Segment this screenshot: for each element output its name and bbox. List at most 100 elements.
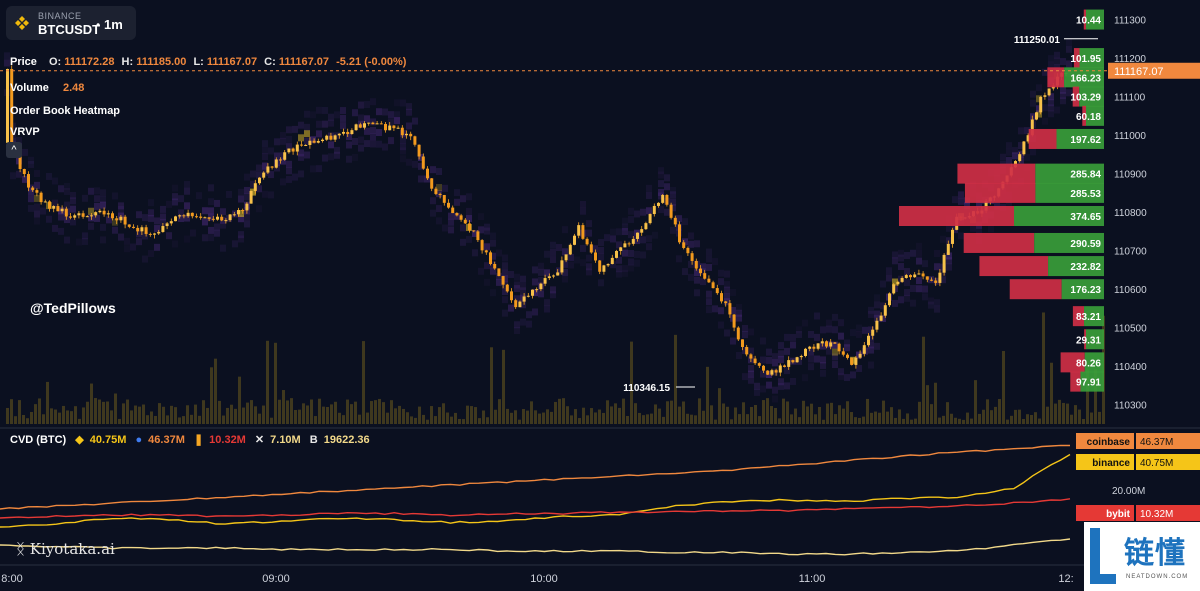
volume-bar (962, 419, 965, 424)
heatmap-cell (730, 288, 736, 296)
heatmap-cell (832, 341, 838, 349)
indicator-vrvp[interactable]: VRVP (10, 126, 40, 138)
heatmap-cell (448, 212, 454, 220)
heatmap-cell (34, 210, 40, 218)
candle-body (795, 357, 799, 363)
volume-bar (514, 410, 517, 424)
heatmap-cell (628, 207, 634, 215)
candle-body (77, 213, 81, 216)
candle-body (291, 148, 295, 152)
heatmap-cell (874, 294, 880, 302)
volume-bar (154, 415, 157, 424)
heatmap-cell (778, 342, 784, 350)
heatmap-cell (754, 388, 760, 396)
cvd-tag-value-bybit: 10.32M (1140, 509, 1173, 520)
heatmap-cell (1048, 55, 1054, 63)
volume-bar (314, 416, 317, 424)
heatmap-cell (58, 227, 64, 235)
heatmap-cell (796, 357, 802, 365)
candle-body (556, 272, 560, 276)
heatmap-cell (94, 195, 100, 203)
volume-bar (450, 416, 453, 424)
heatmap-cell (916, 249, 922, 257)
price-label: Price (10, 56, 37, 68)
volume-bar (226, 407, 229, 424)
vrvp-bid-label: 101.95 (1070, 54, 1101, 65)
symbol-selector[interactable]: BINANCE BTCUSDT • 1m (6, 6, 136, 40)
heatmap-cell (172, 198, 178, 206)
heatmap-cell (868, 341, 874, 349)
heatmap-cell (616, 228, 622, 236)
heatmap-cell (22, 148, 28, 156)
volume-bar (622, 398, 625, 424)
vrvp-bid-bar (1079, 48, 1104, 69)
heatmap-cell (742, 331, 748, 339)
candle-body (1022, 141, 1026, 155)
heatmap-cell (1036, 110, 1042, 118)
vrvp-ask-bar (1072, 86, 1080, 107)
candle-body (451, 207, 455, 214)
heatmap-cell (904, 251, 910, 259)
volume-bar (478, 418, 481, 424)
candle-body (136, 227, 140, 232)
vrvp-ask-bar (1073, 48, 1080, 69)
volume-bar (570, 415, 573, 424)
volume-bar (270, 417, 273, 424)
candle-body (749, 354, 753, 359)
heatmap-cell (520, 301, 526, 309)
heatmap-cell (562, 260, 568, 268)
heatmap-cell (616, 265, 622, 273)
candle-body (262, 172, 266, 178)
heatmap-cell (244, 220, 250, 228)
candle-body (119, 216, 123, 221)
heatmap-cell (628, 264, 634, 272)
cvd-tag-bybit (1076, 505, 1134, 521)
heatmap-cell (832, 353, 838, 361)
timeframe-selector[interactable]: 1m (104, 17, 123, 32)
volume-bar (626, 415, 629, 424)
heatmap-cell (874, 342, 880, 350)
candle-body (216, 216, 219, 220)
candle-body (39, 192, 43, 203)
time-axis-tick: 10:00 (530, 573, 558, 585)
candle-body (560, 260, 564, 273)
heatmap-cell (430, 166, 436, 174)
candle-body (631, 238, 635, 244)
heatmap-cell (562, 226, 568, 234)
volume-bar (210, 367, 213, 424)
heatmap-cell (28, 204, 34, 212)
kiyotaka-logo: ᛝ Kiyotaka.ai (16, 540, 115, 558)
candle-body (661, 195, 665, 203)
heatmap-cell (376, 140, 382, 148)
volume-bar (1078, 409, 1081, 424)
heatmap-cell (826, 325, 832, 333)
heatmap-cell (394, 99, 400, 107)
volume-bar (870, 412, 873, 424)
heatmap-cell (418, 153, 424, 161)
volume-bar (66, 410, 69, 424)
volume-bar (162, 406, 165, 424)
heatmap-cell (784, 367, 790, 375)
price-axis-tick: 110800 (1114, 208, 1147, 219)
close-value: 111167.07 (278, 56, 330, 68)
volume-bar (246, 402, 249, 424)
candle-body (476, 231, 480, 241)
heatmap-cell (850, 371, 856, 379)
heatmap-cell (580, 200, 586, 208)
vrvp-bid-bar (1014, 206, 1104, 226)
heatmap-cell (352, 109, 358, 117)
collapse-legend-button[interactable]: ^ (6, 142, 22, 158)
heatmap-cell (286, 160, 292, 168)
heatmap-cell (490, 289, 496, 297)
candle-body (867, 335, 870, 346)
volume-bar (406, 412, 409, 424)
volume-bar (694, 415, 697, 424)
heatmap-cell (688, 232, 694, 240)
candle-body (27, 174, 30, 188)
candle-body (195, 216, 198, 218)
heatmap-cell (1060, 86, 1066, 94)
heatmap-cell (466, 193, 472, 201)
indicator-heatmap[interactable]: Order Book Heatmap (10, 105, 121, 117)
volume-bar (254, 406, 257, 424)
